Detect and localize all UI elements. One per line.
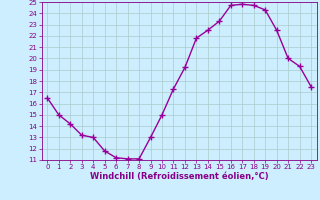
X-axis label: Windchill (Refroidissement éolien,°C): Windchill (Refroidissement éolien,°C) [90,172,268,181]
